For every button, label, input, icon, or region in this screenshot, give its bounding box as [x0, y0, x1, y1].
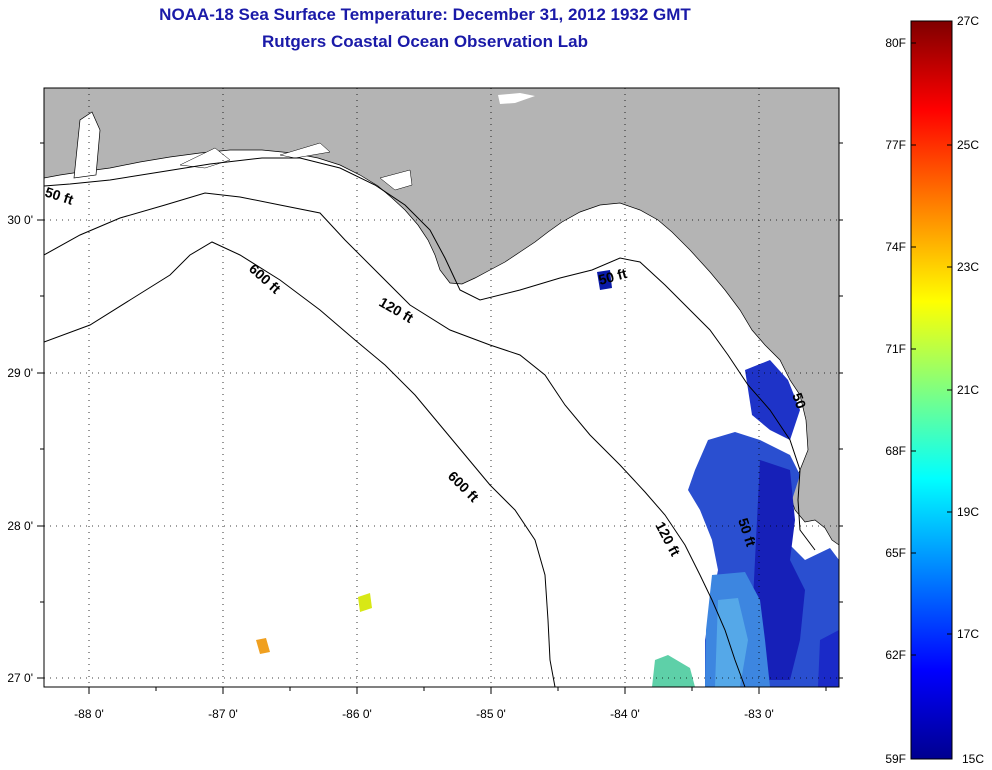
colorbar-f-label: 62F: [885, 648, 906, 662]
colorbar: [910, 20, 953, 760]
colorbar-f-labels: 80F 77F 74F 71F 68F 65F 62F 59F: [885, 36, 906, 766]
colorbar-f-label: 65F: [885, 546, 906, 560]
bay-inlet: [379, 169, 413, 191]
chart-title: NOAA-18 Sea Surface Temperature: Decembe…: [159, 5, 691, 24]
colorbar-c-label: 19C: [957, 505, 979, 519]
colorbar-f-label: 59F: [885, 752, 906, 766]
y-tick-label: 28 0': [7, 519, 33, 533]
x-tick-label: -83 0': [744, 707, 774, 721]
land-mass: [44, 88, 839, 546]
sst-data-patches: [256, 270, 839, 687]
graticule: [44, 88, 839, 687]
colorbar-c-label: 17C: [957, 627, 979, 641]
colorbar-c-label: 25C: [957, 138, 979, 152]
x-tick-label: -85 0': [476, 707, 506, 721]
colorbar-c-label: 15C: [962, 752, 984, 766]
colorbar-f-label: 80F: [885, 36, 906, 50]
x-tick-label: -84 0': [610, 707, 640, 721]
x-tick-label: -86 0': [342, 707, 372, 721]
colorbar-f-label: 68F: [885, 444, 906, 458]
colorbar-f-label: 77F: [885, 138, 906, 152]
contour-label-50-north: 50: [789, 391, 809, 411]
inland-lake: [498, 93, 535, 104]
map-ticks: [37, 142, 843, 694]
y-tick-label: 30 0': [7, 213, 33, 227]
colorbar-c-label: 27C: [957, 14, 979, 28]
depth-contours: [44, 157, 816, 687]
y-axis-labels: 30 0' 29 0' 28 0' 27 0': [7, 213, 33, 685]
colorbar-f-label: 71F: [885, 342, 906, 356]
x-tick-label: -87 0': [208, 707, 238, 721]
bay-inlet: [279, 142, 331, 159]
colorbar-c-label: 21C: [957, 383, 979, 397]
y-tick-label: 29 0': [7, 366, 33, 380]
contour-label-50ft-bigbend: 50 ft: [597, 265, 629, 288]
colorbar-c-label: 23C: [957, 260, 979, 274]
mobile-bay: [73, 111, 101, 179]
map-frame: [43, 87, 840, 688]
chart-subtitle: Rutgers Coastal Ocean Observation Lab: [262, 32, 588, 51]
colorbar-ticks: [911, 20, 952, 656]
y-tick-label: 27 0': [7, 671, 33, 685]
colorbar-f-label: 74F: [885, 240, 906, 254]
x-axis-labels: -88 0' -87 0' -86 0' -85 0' -84 0' -83 0…: [74, 707, 774, 721]
colorbar-c-labels: 27C 25C 23C 21C 19C 17C 15C: [957, 14, 984, 766]
x-tick-label: -88 0': [74, 707, 104, 721]
